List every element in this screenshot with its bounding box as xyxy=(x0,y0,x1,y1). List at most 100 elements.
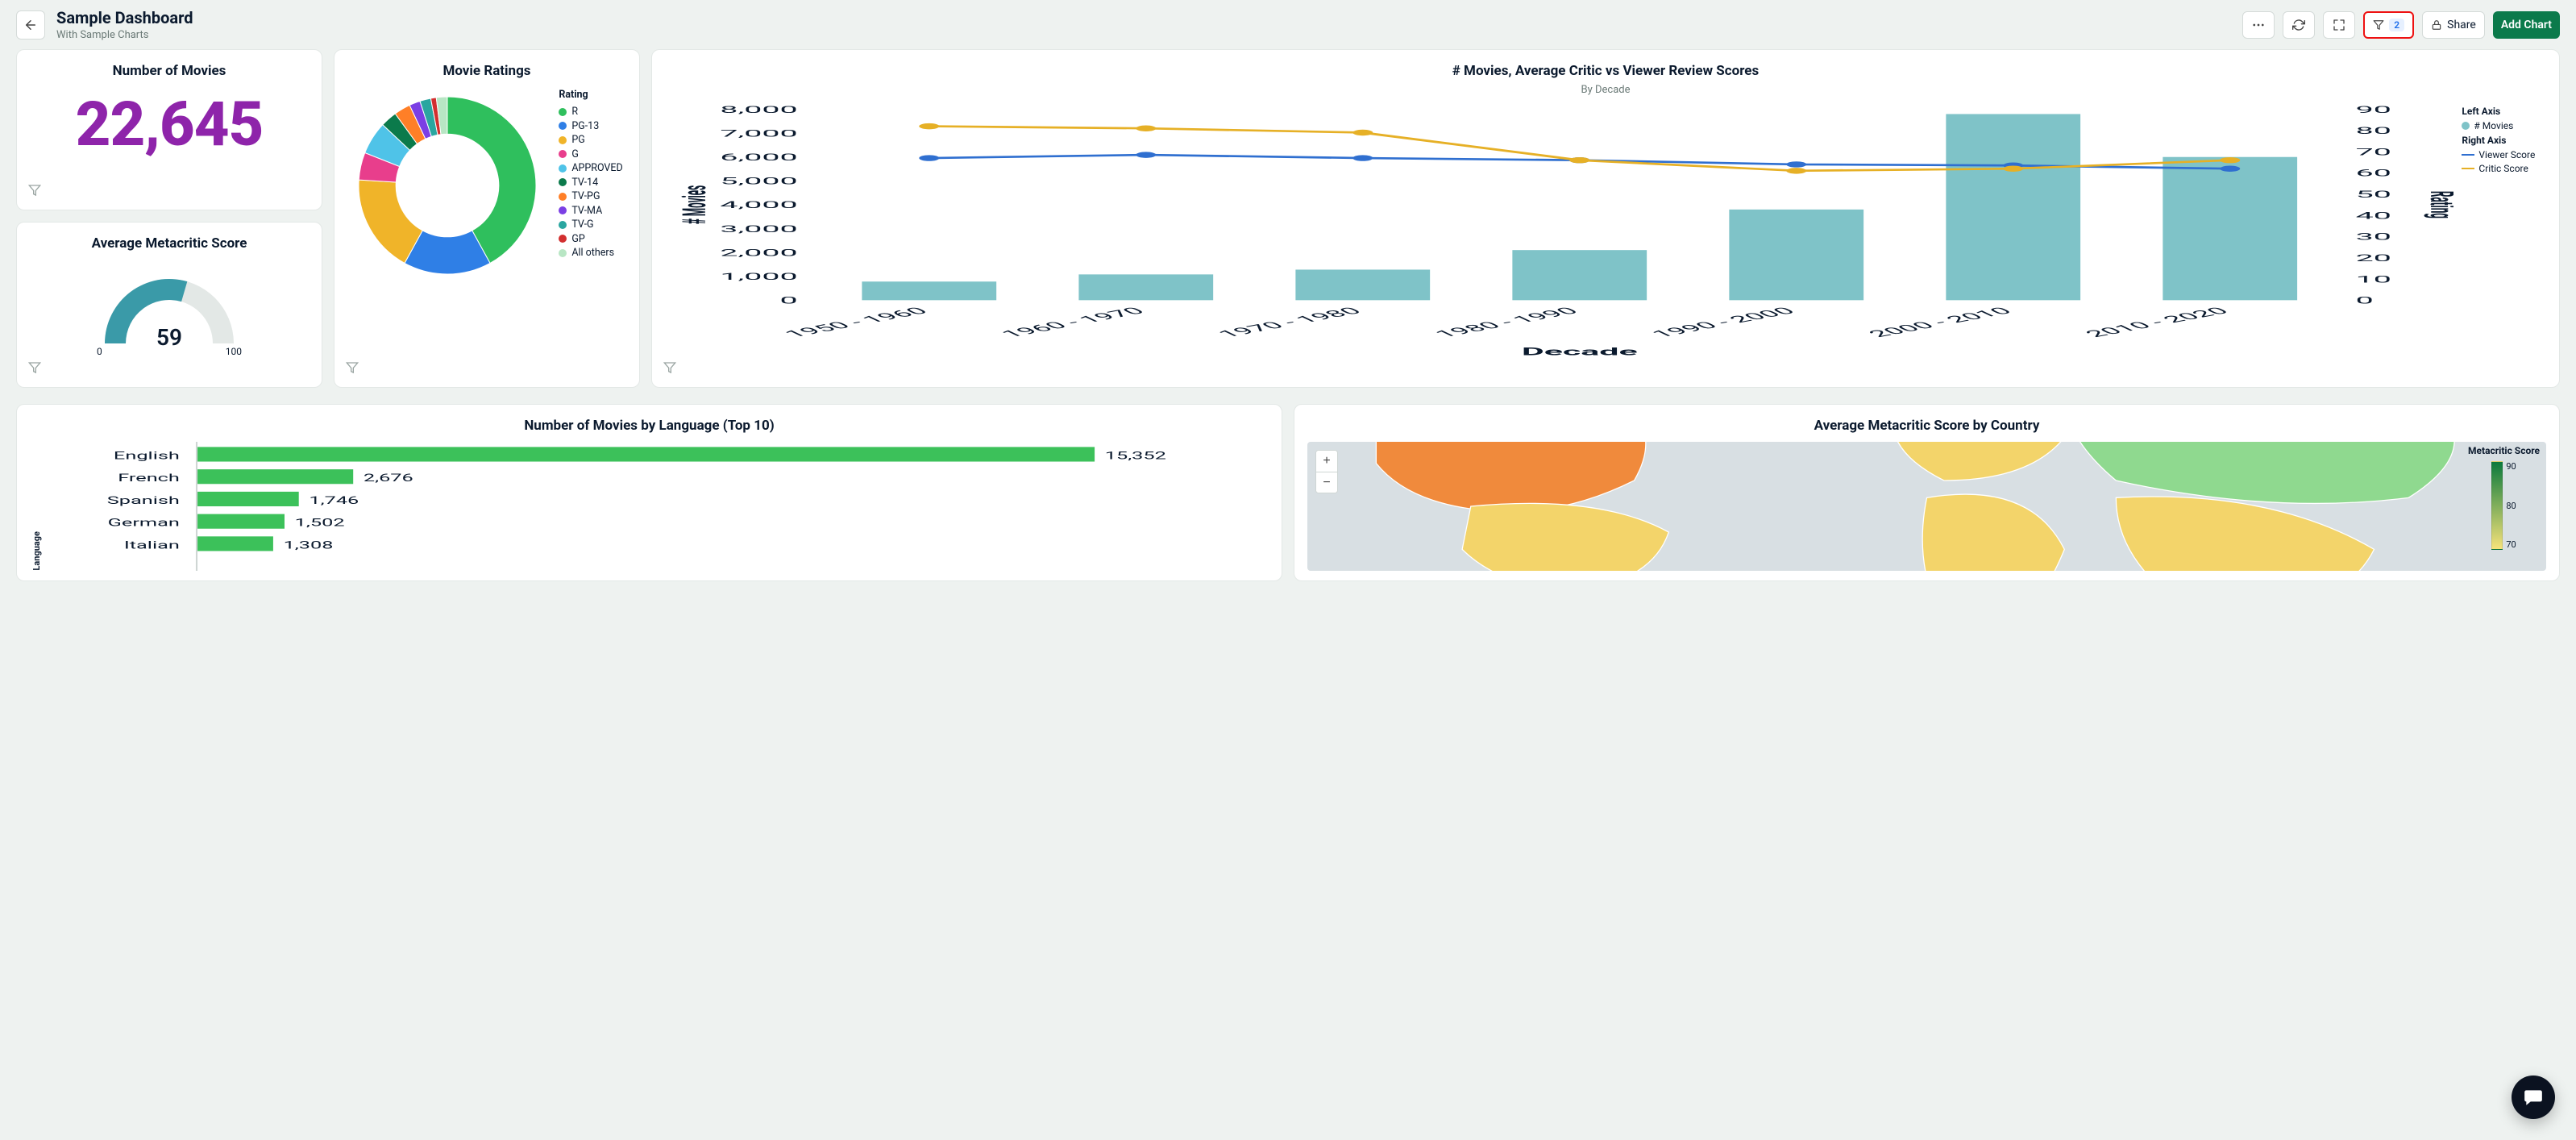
more-button[interactable] xyxy=(2242,11,2275,39)
ellipsis-icon xyxy=(2251,18,2266,32)
card-average-metacritic[interactable]: Average Metacritic Score 59 0 100 xyxy=(16,222,322,388)
map-tick: 90 xyxy=(2506,461,2516,472)
svg-text:60: 60 xyxy=(2356,168,2391,179)
card-filter-button[interactable] xyxy=(28,361,41,377)
legend-movies: # Movies xyxy=(2474,120,2513,131)
card-title: Average Metacritic Score xyxy=(30,235,309,252)
filter-icon xyxy=(28,184,41,197)
svg-text:1950 - 1960: 1950 - 1960 xyxy=(779,305,933,339)
legend-label: APPROVED xyxy=(571,162,622,174)
svg-text:2000 - 2010: 2000 - 2010 xyxy=(1863,305,2017,339)
legend-swatch xyxy=(559,150,567,158)
legend-item[interactable]: R xyxy=(559,106,622,118)
svg-text:20: 20 xyxy=(2356,252,2391,264)
legend-label: All others xyxy=(571,247,614,259)
card-filter-button[interactable] xyxy=(346,361,359,377)
back-button[interactable] xyxy=(16,10,45,40)
svg-text:0: 0 xyxy=(2356,295,2374,306)
legend-swatch xyxy=(559,136,567,144)
gauge-max: 100 xyxy=(226,346,242,357)
left-axis-title: Left Axis xyxy=(2462,106,2546,117)
legend-swatch xyxy=(559,178,567,186)
legend-title: Rating xyxy=(559,89,622,101)
legend-item[interactable]: TV-G xyxy=(559,218,622,231)
svg-text:50: 50 xyxy=(2356,189,2391,201)
refresh-icon xyxy=(2292,19,2305,31)
filter-icon xyxy=(2373,19,2384,31)
card-subtitle: By Decade xyxy=(665,84,2546,96)
svg-text:German: German xyxy=(108,516,180,528)
refresh-button[interactable] xyxy=(2283,11,2315,39)
legend-item[interactable]: PG-13 xyxy=(559,120,622,132)
map-legend: Metacritic Score 908070 xyxy=(2468,445,2540,550)
zoom-in-button[interactable]: + xyxy=(1316,451,1337,472)
filter-count-badge: 2 xyxy=(2389,19,2404,31)
svg-text:6,000: 6,000 xyxy=(720,152,797,163)
svg-text:3,000: 3,000 xyxy=(720,223,797,235)
title-block: Sample Dashboard With Sample Charts xyxy=(56,8,193,41)
card-combo-chart[interactable]: # Movies, Average Critic vs Viewer Revie… xyxy=(651,49,2560,388)
legend-item[interactable]: All others xyxy=(559,247,622,259)
legend-swatch xyxy=(559,235,567,243)
filter-icon xyxy=(346,361,359,374)
donut-chart xyxy=(351,89,544,282)
svg-text:0: 0 xyxy=(780,295,798,306)
legend-label: PG xyxy=(571,134,584,146)
expand-icon xyxy=(2333,19,2345,31)
y-axis-label: Language xyxy=(30,531,44,571)
svg-text:1,502: 1,502 xyxy=(295,516,345,528)
dashboard-title: Sample Dashboard xyxy=(56,8,193,27)
legend-item[interactable]: APPROVED xyxy=(559,162,622,174)
legend-item[interactable]: TV-PG xyxy=(559,190,622,202)
card-filter-button[interactable] xyxy=(28,184,41,200)
card-map[interactable]: Average Metacritic Score by Country + − … xyxy=(1294,404,2560,581)
svg-text:2,000: 2,000 xyxy=(720,248,797,259)
dashboard-subtitle: With Sample Charts xyxy=(56,29,193,41)
legend-item[interactable]: PG xyxy=(559,134,622,146)
card-title: Number of Movies by Language (Top 10) xyxy=(30,418,1269,434)
card-title: Movie Ratings xyxy=(347,63,626,79)
lock-icon xyxy=(2431,19,2442,31)
legend-swatch xyxy=(559,249,567,257)
legend-item[interactable]: GP xyxy=(559,233,622,245)
svg-text:8,000: 8,000 xyxy=(720,104,797,115)
filters-button[interactable]: 2 xyxy=(2363,11,2414,39)
svg-text:1970 - 1980: 1970 - 1980 xyxy=(1212,305,1367,339)
card-title: Average Metacritic Score by Country xyxy=(1307,418,2546,434)
svg-text:1,308: 1,308 xyxy=(284,539,334,551)
filter-icon xyxy=(663,361,676,374)
share-button[interactable]: Share xyxy=(2422,11,2485,39)
toolbar: 2 Share Add Chart xyxy=(2242,11,2560,39)
svg-text:1,746: 1,746 xyxy=(309,494,359,506)
zoom-out-button[interactable]: − xyxy=(1316,472,1337,493)
svg-text:5,000: 5,000 xyxy=(720,176,797,187)
card-title: # Movies, Average Critic vs Viewer Revie… xyxy=(665,63,2546,79)
movie-count-value: 22,645 xyxy=(30,94,309,155)
svg-text:Spanish: Spanish xyxy=(107,494,180,506)
combo-chart: 01,0002,0003,0004,0005,0006,0007,0008,00… xyxy=(665,102,2453,360)
legend-item[interactable]: TV-MA xyxy=(559,205,622,217)
map-tick: 70 xyxy=(2506,539,2516,550)
legend-viewer: Viewer Score xyxy=(2478,149,2535,160)
card-movies-by-language[interactable]: Number of Movies by Language (Top 10) La… xyxy=(16,404,1282,581)
right-axis-title: Right Axis xyxy=(2462,135,2546,146)
card-title: Number of Movies xyxy=(30,63,309,79)
svg-text:Italian: Italian xyxy=(124,539,180,551)
card-number-of-movies[interactable]: Number of Movies 22,645 xyxy=(16,49,322,210)
chat-fab[interactable] xyxy=(2512,1076,2555,1119)
legend-swatch xyxy=(559,108,567,116)
legend-item[interactable]: G xyxy=(559,148,622,160)
svg-text:English: English xyxy=(114,449,180,461)
fullscreen-button[interactable] xyxy=(2323,11,2355,39)
filter-icon xyxy=(28,361,41,374)
svg-text:1960 - 1970: 1960 - 1970 xyxy=(995,305,1150,339)
card-filter-button[interactable] xyxy=(663,361,676,377)
gauge-min: 0 xyxy=(97,346,102,357)
svg-text:4,000: 4,000 xyxy=(720,200,797,211)
legend-item[interactable]: TV-14 xyxy=(559,177,622,189)
svg-text:# Movies: # Movies xyxy=(677,185,714,224)
svg-text:Rating: Rating xyxy=(2422,191,2453,218)
card-movie-ratings[interactable]: Movie Ratings Rating R PG-13 PG G APPROVED TV… xyxy=(334,49,640,388)
add-chart-button[interactable]: Add Chart xyxy=(2493,11,2560,39)
legend-swatch xyxy=(559,206,567,214)
